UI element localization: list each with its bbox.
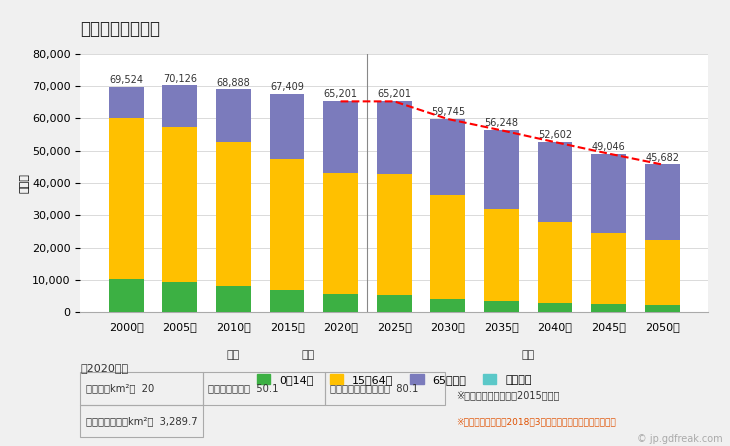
Text: 67,409: 67,409 bbox=[270, 83, 304, 92]
Text: 実績: 実績 bbox=[302, 350, 315, 360]
Bar bbox=[537, 303, 572, 312]
Bar bbox=[202, 372, 325, 405]
Bar bbox=[484, 130, 519, 209]
Bar bbox=[431, 119, 465, 195]
Text: © jp.gdfreak.com: © jp.gdfreak.com bbox=[637, 434, 723, 444]
Bar bbox=[109, 118, 144, 279]
Bar bbox=[109, 87, 144, 118]
Text: 56,248: 56,248 bbox=[485, 118, 518, 128]
Bar bbox=[591, 304, 626, 312]
Bar bbox=[163, 86, 197, 128]
Text: 北本市の人口推移: 北本市の人口推移 bbox=[80, 20, 161, 38]
Text: 65,201: 65,201 bbox=[377, 90, 411, 99]
Bar bbox=[645, 305, 680, 312]
Text: 平均年齢（歳）  50.1: 平均年齢（歳） 50.1 bbox=[208, 384, 279, 393]
Text: ※図中の点線は前回2018年3月公表の「将来人口推計」の値: ※図中の点線は前回2018年3月公表の「将来人口推計」の値 bbox=[456, 417, 616, 426]
Bar bbox=[645, 240, 680, 305]
Bar bbox=[80, 405, 202, 437]
Bar bbox=[323, 101, 358, 173]
Bar bbox=[377, 295, 412, 312]
Text: 70,126: 70,126 bbox=[163, 74, 197, 83]
Text: 〠2020年】: 〠2020年】 bbox=[80, 363, 128, 373]
Y-axis label: （人）: （人） bbox=[19, 173, 29, 193]
Bar bbox=[325, 372, 445, 405]
Bar bbox=[323, 294, 358, 312]
Bar bbox=[216, 286, 251, 312]
Bar bbox=[431, 299, 465, 312]
Text: 45,682: 45,682 bbox=[645, 153, 679, 162]
Bar bbox=[269, 94, 304, 159]
Bar bbox=[537, 142, 572, 222]
Text: 69,524: 69,524 bbox=[110, 75, 143, 86]
Bar bbox=[163, 282, 197, 312]
Bar bbox=[216, 90, 251, 142]
Bar bbox=[537, 222, 572, 303]
Bar bbox=[431, 195, 465, 299]
Bar bbox=[269, 290, 304, 312]
Bar bbox=[377, 101, 412, 174]
Bar bbox=[377, 174, 412, 295]
Text: 予測: 予測 bbox=[521, 350, 535, 360]
Bar bbox=[163, 128, 197, 282]
Bar bbox=[484, 301, 519, 312]
Bar bbox=[484, 209, 519, 301]
Text: 59,745: 59,745 bbox=[431, 107, 465, 117]
Text: 昼夜間人口比率（％）  80.1: 昼夜間人口比率（％） 80.1 bbox=[330, 384, 419, 393]
Bar bbox=[591, 233, 626, 304]
Bar bbox=[80, 372, 202, 405]
Text: 52,602: 52,602 bbox=[538, 130, 572, 140]
Bar bbox=[591, 153, 626, 233]
Text: ※昼夜間人口比率のみ2015年時点: ※昼夜間人口比率のみ2015年時点 bbox=[456, 390, 560, 400]
Legend: 0～14歳, 15～64歳, 65歳以上, 年齢不詳: 0～14歳, 15～64歳, 65歳以上, 年齢不詳 bbox=[253, 370, 536, 389]
Bar bbox=[109, 279, 144, 312]
Bar bbox=[269, 159, 304, 290]
Bar bbox=[645, 165, 680, 240]
Text: 人口密度（人／km²）  3,289.7: 人口密度（人／km²） 3,289.7 bbox=[86, 416, 197, 426]
Bar bbox=[323, 173, 358, 294]
Text: 実績: 実績 bbox=[227, 350, 240, 360]
Text: 68,888: 68,888 bbox=[217, 78, 250, 87]
Text: 65,201: 65,201 bbox=[323, 90, 358, 99]
Text: 総面積（km²）  20: 総面積（km²） 20 bbox=[86, 384, 154, 393]
Text: 49,046: 49,046 bbox=[592, 142, 626, 152]
Bar bbox=[216, 142, 251, 286]
